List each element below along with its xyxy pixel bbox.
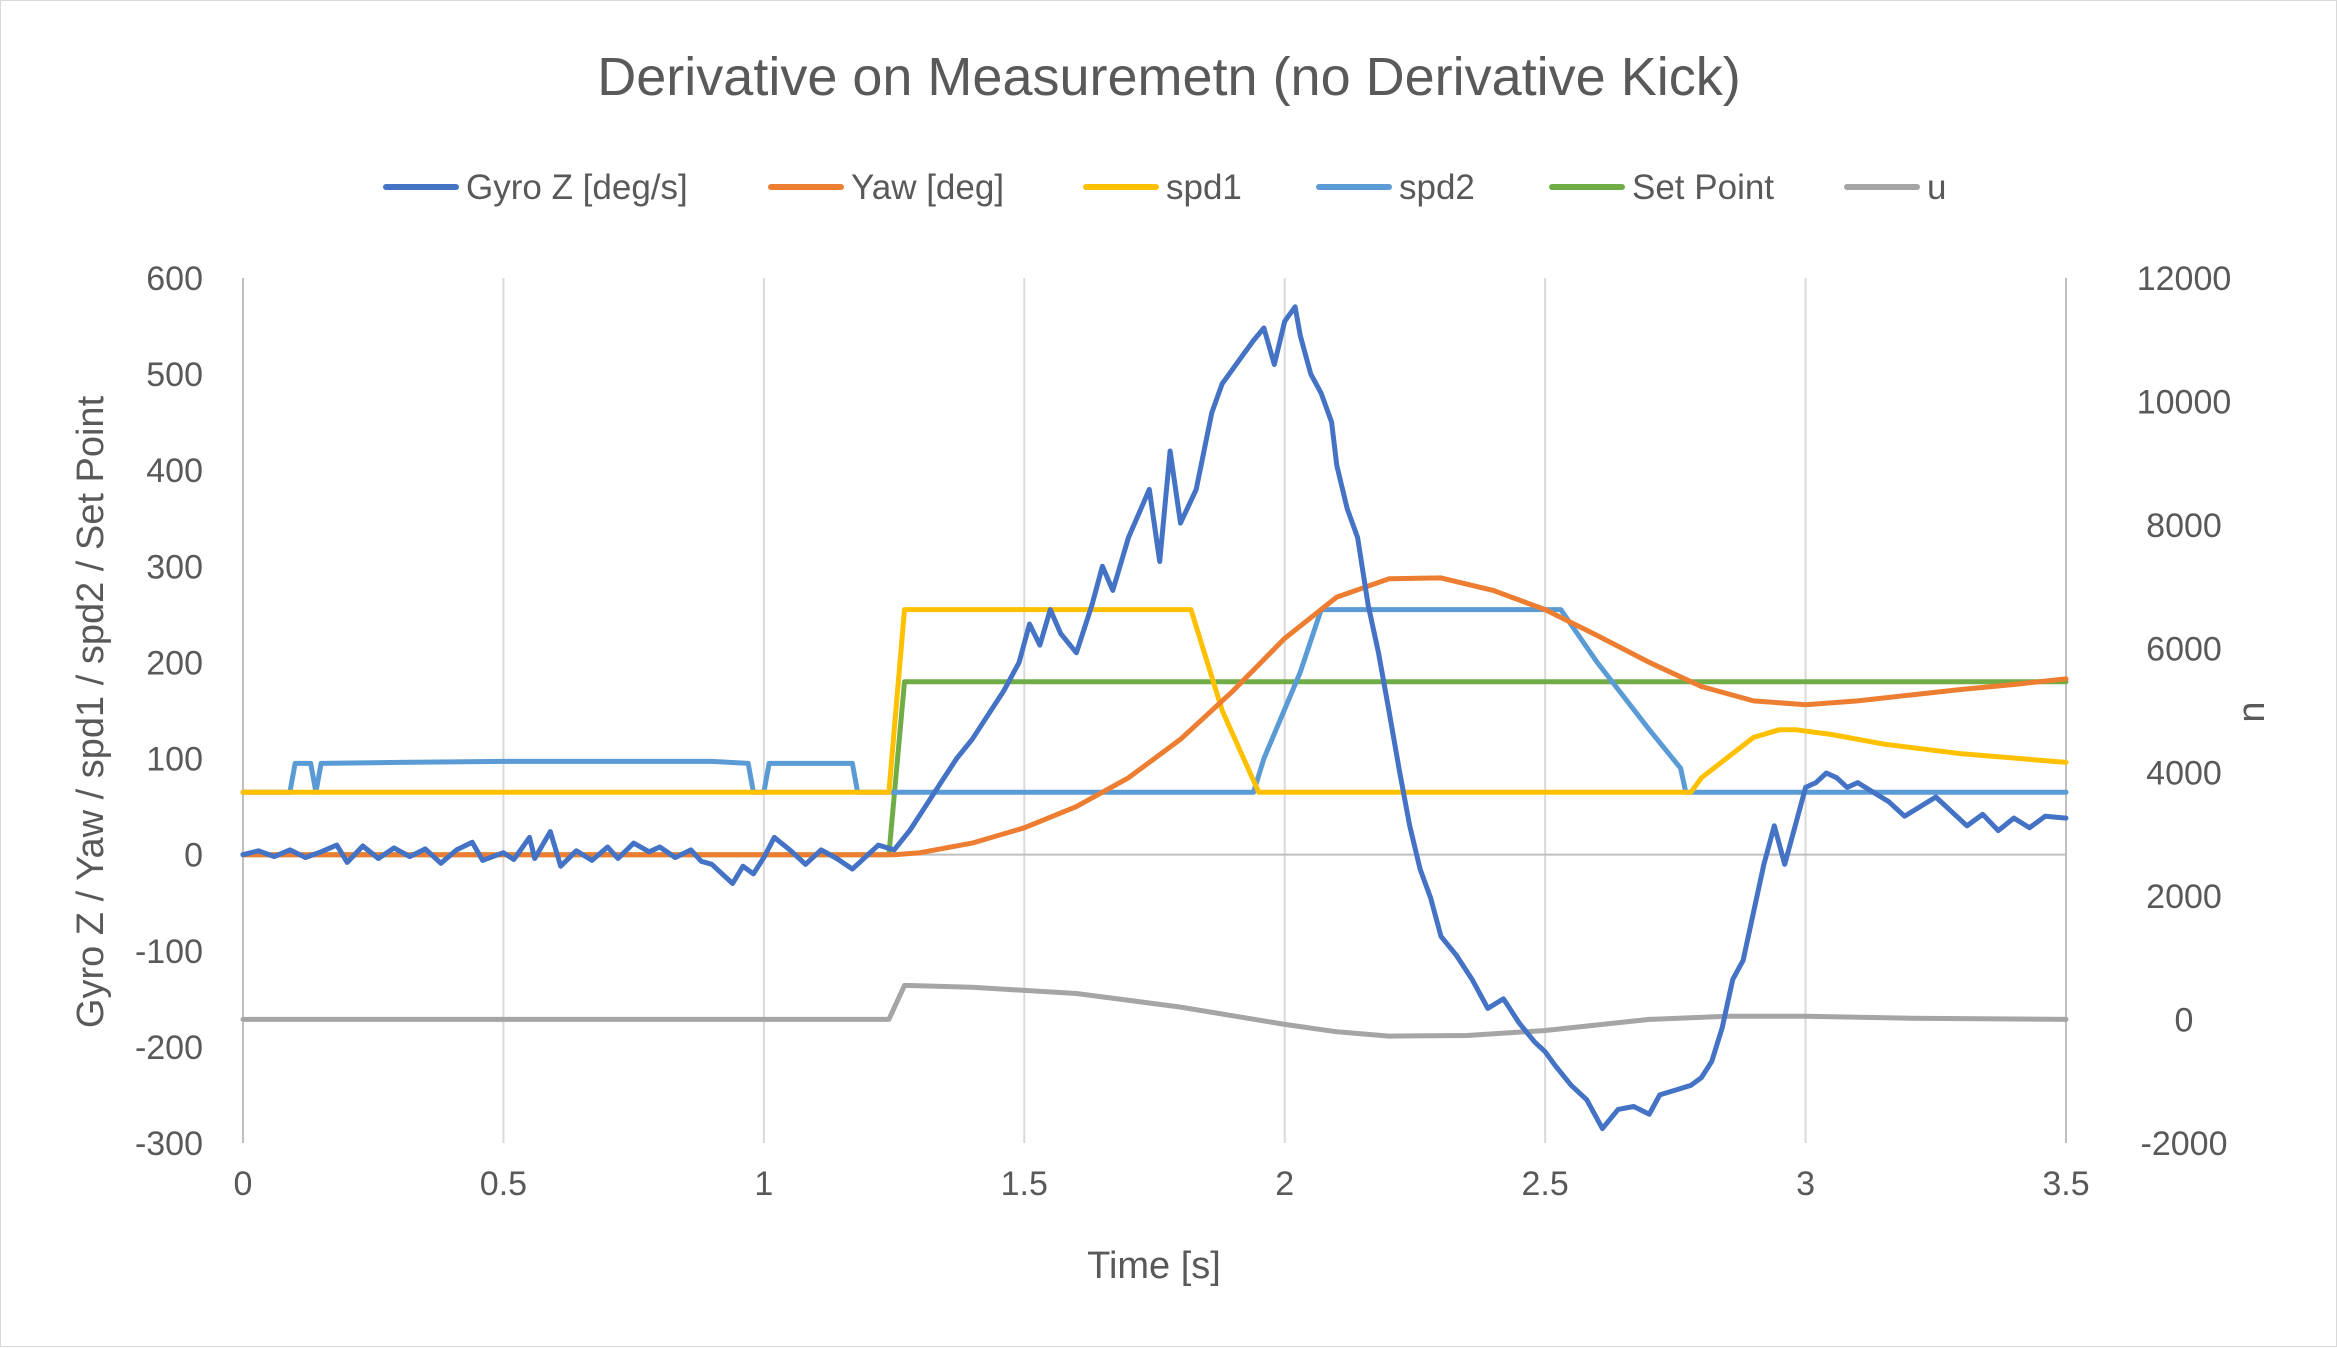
y2-tick-label: 4000 xyxy=(2146,754,2222,792)
y-tick-label: -200 xyxy=(135,1029,203,1067)
y-tick-label: 600 xyxy=(146,260,203,298)
series-layer xyxy=(240,304,2069,1132)
x-tick-label: 2.5 xyxy=(1522,1165,1569,1203)
legend: Gyro Z [deg/s] Yaw [deg] spd1 spd2 Set Point… xyxy=(383,168,1946,207)
x-tick-label: 1.5 xyxy=(1001,1165,1048,1203)
x-tick-label: 0 xyxy=(234,1165,253,1203)
series-line-spd1 xyxy=(240,607,2069,795)
y2-tick-label: 10000 xyxy=(2137,384,2232,422)
y-tick-label: 300 xyxy=(146,548,203,586)
x-tick-label: 3.5 xyxy=(2042,1165,2089,1203)
x-tick-label: 0.5 xyxy=(480,1165,527,1203)
legend-label: spd2 xyxy=(1399,168,1475,207)
x-axis-title: Time [s] xyxy=(1087,1245,1221,1287)
axes xyxy=(242,278,2067,1143)
y-tick-label: 500 xyxy=(146,356,203,394)
x-tick-label: 3 xyxy=(1796,1165,1815,1203)
series-line-gyro-z-deg-s xyxy=(240,304,2069,1132)
x-tick-labels: 0 0.5 1 1.5 2 2.5 3 3.5 xyxy=(234,1165,2090,1203)
legend-label: Set Point xyxy=(1632,168,1774,207)
chart-title: Derivative on Measuremetn (no Derivative… xyxy=(597,47,1740,107)
series-line-u xyxy=(240,982,2069,1039)
y-tick-label: -100 xyxy=(135,933,203,971)
y-tick-labels: 600 500 400 300 200 100 0 -100 -200 -300 xyxy=(135,260,203,1163)
legend-label: u xyxy=(1927,168,1946,207)
x-tick-label: 1 xyxy=(754,1165,773,1203)
y2-tick-label: 2000 xyxy=(2146,878,2222,916)
y2-tick-label: 6000 xyxy=(2146,631,2222,669)
y2-tick-label: 12000 xyxy=(2137,260,2232,298)
legend-label: Yaw [deg] xyxy=(851,168,1004,207)
y-tick-label: 0 xyxy=(184,837,203,875)
gridlines xyxy=(242,278,2067,1143)
y2-tick-label: 0 xyxy=(2175,1001,2194,1039)
legend-label: Gyro Z [deg/s] xyxy=(466,168,688,207)
x-tick-label: 2 xyxy=(1275,1165,1294,1203)
y2-axis-title: u xyxy=(2235,701,2277,722)
y-axis-title: Gyro Z / Yaw / spd1 / spd2 / Set Point xyxy=(70,395,112,1028)
y2-tick-labels: 12000 10000 8000 6000 4000 2000 0 -2000 xyxy=(2137,260,2232,1163)
legend-label: spd1 xyxy=(1166,168,1242,207)
y2-tick-label: 8000 xyxy=(2146,507,2222,545)
y2-tick-label: -2000 xyxy=(2141,1125,2228,1163)
y-tick-label: 100 xyxy=(146,741,203,779)
series-line-spd2 xyxy=(240,607,2069,795)
series-line-yaw-deg xyxy=(240,575,2069,858)
y-tick-label: 200 xyxy=(146,644,203,682)
y-tick-label: 400 xyxy=(146,452,203,490)
y-tick-label: -300 xyxy=(135,1125,203,1163)
